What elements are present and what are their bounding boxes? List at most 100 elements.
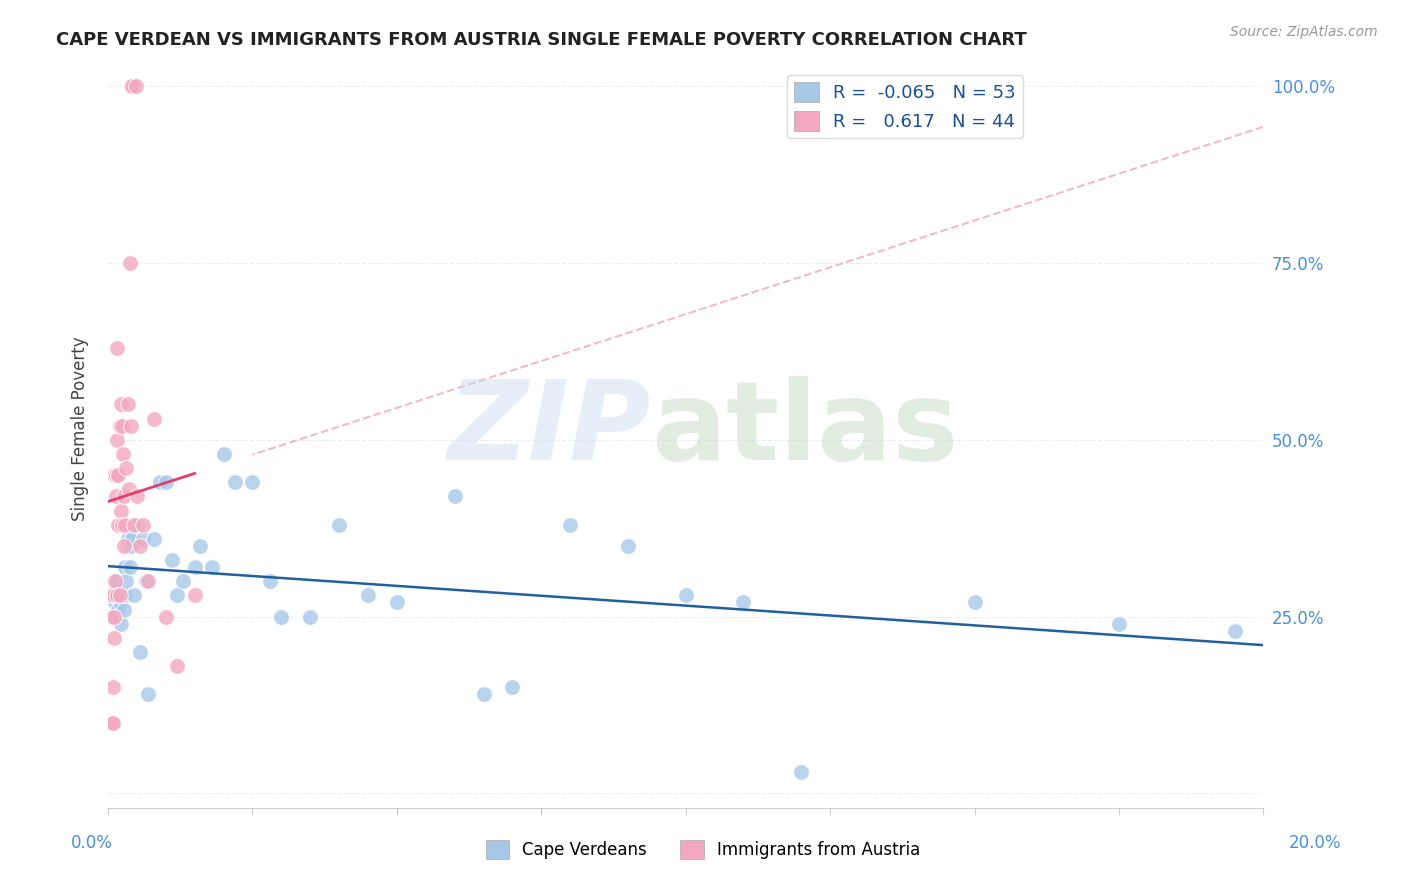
Point — [120, 539, 142, 553]
Point — [131, 532, 153, 546]
Point — [733, 595, 755, 609]
Point — [105, 468, 128, 483]
Point — [122, 517, 145, 532]
Point — [125, 489, 148, 503]
Point — [328, 517, 350, 532]
Point — [115, 461, 138, 475]
Point — [501, 681, 523, 695]
Point — [108, 595, 131, 609]
Text: Source: ZipAtlas.com: Source: ZipAtlas.com — [1230, 25, 1378, 39]
Point — [160, 553, 183, 567]
Point — [117, 532, 139, 546]
Point — [385, 595, 408, 609]
Point — [115, 574, 138, 589]
Point — [201, 560, 224, 574]
Point — [166, 659, 188, 673]
Y-axis label: Single Female Poverty: Single Female Poverty — [72, 337, 89, 522]
Point — [270, 609, 292, 624]
Point — [224, 475, 246, 490]
Point — [114, 588, 136, 602]
Point — [125, 517, 148, 532]
Point — [138, 574, 160, 589]
Point — [100, 588, 122, 602]
Point — [443, 489, 465, 503]
Point — [100, 609, 122, 624]
Point — [103, 631, 125, 645]
Point — [128, 539, 150, 553]
Point — [183, 588, 205, 602]
Point — [675, 588, 697, 602]
Point — [117, 539, 139, 553]
Point — [107, 517, 129, 532]
Text: ZIP: ZIP — [447, 376, 651, 483]
Point — [172, 574, 194, 589]
Point — [128, 645, 150, 659]
Point — [101, 588, 124, 602]
Point — [121, 78, 143, 93]
Point — [190, 539, 212, 553]
Point — [149, 475, 172, 490]
Point — [121, 532, 143, 546]
Point — [357, 588, 380, 602]
Text: 20.0%: 20.0% — [1288, 834, 1341, 852]
Point — [143, 411, 166, 425]
Point — [111, 588, 134, 602]
Point — [120, 418, 142, 433]
Point — [112, 489, 135, 503]
Point — [114, 517, 136, 532]
Point — [104, 595, 127, 609]
Point — [143, 532, 166, 546]
Point — [1223, 624, 1246, 638]
Legend: Cape Verdeans, Immigrants from Austria: Cape Verdeans, Immigrants from Austria — [479, 834, 927, 866]
Point — [103, 609, 125, 624]
Point — [118, 560, 141, 574]
Point — [138, 688, 160, 702]
Point — [101, 715, 124, 730]
Point — [125, 517, 148, 532]
Point — [122, 588, 145, 602]
Point — [242, 475, 264, 490]
Point — [118, 256, 141, 270]
Point — [107, 468, 129, 483]
Point — [108, 418, 131, 433]
Point — [963, 595, 986, 609]
Point — [112, 602, 135, 616]
Point — [110, 397, 132, 411]
Point — [112, 539, 135, 553]
Point — [105, 433, 128, 447]
Point — [259, 574, 281, 589]
Point — [1108, 616, 1130, 631]
Point — [110, 616, 132, 631]
Point — [108, 588, 131, 602]
Point — [105, 588, 128, 602]
Point — [166, 588, 188, 602]
Point — [472, 688, 495, 702]
Point — [299, 609, 322, 624]
Point — [101, 715, 124, 730]
Point — [103, 468, 125, 483]
Point — [111, 418, 134, 433]
Point — [617, 539, 640, 553]
Point — [111, 517, 134, 532]
Legend: R =  -0.065   N = 53, R =   0.617   N = 44: R = -0.065 N = 53, R = 0.617 N = 44 — [786, 75, 1024, 138]
Text: 0.0%: 0.0% — [70, 834, 112, 852]
Point — [155, 609, 177, 624]
Point — [105, 574, 128, 589]
Point — [110, 503, 132, 517]
Point — [111, 447, 134, 461]
Point — [155, 475, 177, 490]
Point — [118, 483, 141, 497]
Point — [212, 447, 235, 461]
Point — [790, 765, 813, 780]
Point — [114, 560, 136, 574]
Point — [135, 574, 157, 589]
Point — [104, 489, 127, 503]
Text: CAPE VERDEAN VS IMMIGRANTS FROM AUSTRIA SINGLE FEMALE POVERTY CORRELATION CHART: CAPE VERDEAN VS IMMIGRANTS FROM AUSTRIA … — [56, 31, 1026, 49]
Point — [117, 397, 139, 411]
Point — [131, 517, 153, 532]
Text: atlas: atlas — [651, 376, 959, 483]
Point — [103, 609, 125, 624]
Point — [104, 574, 127, 589]
Point — [101, 681, 124, 695]
Point — [103, 588, 125, 602]
